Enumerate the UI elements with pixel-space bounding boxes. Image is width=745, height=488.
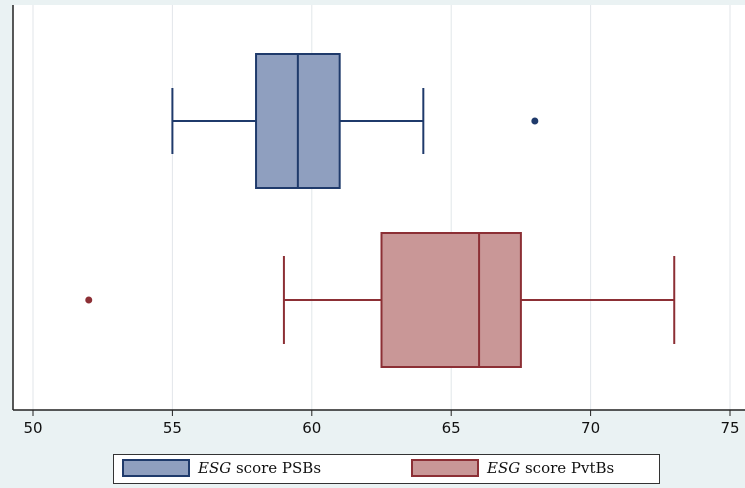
box-1 — [85, 232, 676, 368]
legend-item-pvtbs: ESG score PvtBs — [411, 459, 614, 477]
x-tick-label: 70 — [581, 419, 600, 437]
legend-swatch-psbs — [122, 459, 190, 477]
x-tick-label: 50 — [23, 419, 42, 437]
legend-label-psbs: ESG score PSBs — [198, 459, 322, 477]
legend-label-pvtbs: ESG score PvtBs — [487, 459, 615, 477]
outlier-point — [531, 117, 539, 125]
x-tick-label: 65 — [442, 419, 461, 437]
x-tick-label: 60 — [302, 419, 321, 437]
x-tick-label: 55 — [163, 419, 182, 437]
box-iqr — [380, 232, 522, 368]
box-series — [85, 53, 676, 368]
legend-swatch-pvtbs — [411, 459, 479, 477]
x-axis-ticks: 50 55 60 65 70 75 — [23, 410, 740, 437]
legend: ESG score PSBs ESG score PvtBs — [113, 454, 660, 484]
box-0 — [171, 53, 539, 189]
legend-item-psbs: ESG score PSBs — [122, 459, 321, 477]
x-tick-label: 75 — [720, 419, 739, 437]
outlier-point — [85, 296, 93, 304]
plot-area — [13, 5, 745, 410]
